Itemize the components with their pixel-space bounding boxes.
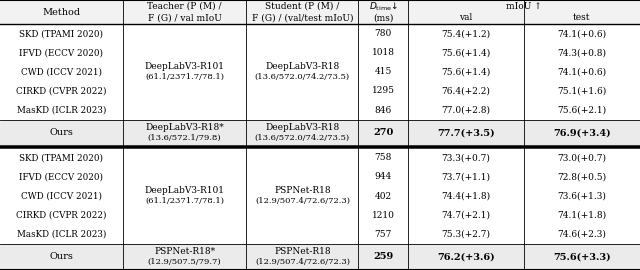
Text: 259: 259 bbox=[373, 252, 394, 261]
Text: Ours: Ours bbox=[49, 252, 74, 261]
Text: 757: 757 bbox=[374, 230, 392, 239]
Text: Ours: Ours bbox=[49, 128, 74, 137]
Text: (12.9/507.4/72.6/72.3): (12.9/507.4/72.6/72.3) bbox=[255, 197, 350, 205]
Text: IFVD (ECCV 2020): IFVD (ECCV 2020) bbox=[19, 173, 104, 181]
Text: (13.6/572.0/74.2/73.5): (13.6/572.0/74.2/73.5) bbox=[255, 134, 350, 142]
Text: (61.1/2371.7/78.1): (61.1/2371.7/78.1) bbox=[145, 197, 224, 205]
Text: IFVD (ECCV 2020): IFVD (ECCV 2020) bbox=[19, 48, 104, 57]
Text: (13.6/572.0/74.2/73.5): (13.6/572.0/74.2/73.5) bbox=[255, 73, 350, 81]
Text: (ms): (ms) bbox=[373, 13, 394, 22]
Text: 74.3(+0.8): 74.3(+0.8) bbox=[557, 48, 606, 57]
Text: 1210: 1210 bbox=[372, 211, 395, 220]
Text: F (G) / (val/test mIoU): F (G) / (val/test mIoU) bbox=[252, 13, 353, 22]
Text: 758: 758 bbox=[374, 153, 392, 162]
Text: Teacher (P (M) /: Teacher (P (M) / bbox=[147, 2, 222, 11]
Text: CWD (ICCV 2021): CWD (ICCV 2021) bbox=[21, 67, 102, 76]
Text: 76.2(+3.6): 76.2(+3.6) bbox=[437, 252, 495, 261]
Text: 74.1(+0.6): 74.1(+0.6) bbox=[557, 67, 606, 76]
Text: 75.4(+1.2): 75.4(+1.2) bbox=[442, 29, 490, 38]
Text: 75.6(+3.3): 75.6(+3.3) bbox=[553, 252, 611, 261]
Text: 75.6(+1.4): 75.6(+1.4) bbox=[442, 67, 490, 76]
Text: 1018: 1018 bbox=[372, 48, 395, 57]
Text: $D_{\mathrm{time}}$↓: $D_{\mathrm{time}}$↓ bbox=[369, 0, 398, 13]
Text: CIRKD (CVPR 2022): CIRKD (CVPR 2022) bbox=[16, 86, 107, 95]
Text: 76.9(+3.4): 76.9(+3.4) bbox=[553, 128, 611, 137]
Bar bbox=[0, 148, 640, 244]
Text: F (G) / val mIoU: F (G) / val mIoU bbox=[148, 13, 221, 22]
Text: PSPNet-R18: PSPNet-R18 bbox=[274, 247, 331, 256]
Text: 74.1(+0.6): 74.1(+0.6) bbox=[557, 29, 606, 38]
Text: DeepLabV3-R101: DeepLabV3-R101 bbox=[145, 62, 225, 71]
Text: 75.6(+1.4): 75.6(+1.4) bbox=[442, 48, 490, 57]
Text: DeepLabV3-R101: DeepLabV3-R101 bbox=[145, 186, 225, 195]
Text: CWD (ICCV 2021): CWD (ICCV 2021) bbox=[21, 192, 102, 201]
Text: 402: 402 bbox=[375, 192, 392, 201]
Bar bbox=[0, 244, 640, 270]
Text: 73.7(+1.1): 73.7(+1.1) bbox=[442, 173, 490, 181]
Text: val: val bbox=[460, 13, 472, 22]
Text: (61.1/2371.7/78.1): (61.1/2371.7/78.1) bbox=[145, 73, 224, 81]
Text: MasKD (ICLR 2023): MasKD (ICLR 2023) bbox=[17, 230, 106, 239]
Text: 270: 270 bbox=[373, 128, 394, 137]
Text: 74.4(+1.8): 74.4(+1.8) bbox=[442, 192, 490, 201]
Text: PSPNet-R18*: PSPNet-R18* bbox=[154, 247, 215, 256]
Bar bbox=[0, 120, 640, 146]
Text: DeepLabV3-R18: DeepLabV3-R18 bbox=[265, 123, 340, 132]
Text: 846: 846 bbox=[375, 106, 392, 114]
Text: SKD (TPAMI 2020): SKD (TPAMI 2020) bbox=[19, 153, 104, 162]
Text: 73.3(+0.7): 73.3(+0.7) bbox=[442, 153, 490, 162]
Text: DeepLabV3-R18*: DeepLabV3-R18* bbox=[145, 123, 224, 132]
Text: 77.7(+3.5): 77.7(+3.5) bbox=[437, 128, 495, 137]
Text: 76.4(+2.2): 76.4(+2.2) bbox=[442, 86, 490, 95]
Text: 780: 780 bbox=[375, 29, 392, 38]
Text: 75.6(+2.1): 75.6(+2.1) bbox=[557, 106, 606, 114]
Text: 1295: 1295 bbox=[372, 86, 395, 95]
Text: (12.9/507.4/72.6/72.3): (12.9/507.4/72.6/72.3) bbox=[255, 258, 350, 266]
Text: mIoU ↑: mIoU ↑ bbox=[506, 2, 542, 11]
Text: CIRKD (CVPR 2022): CIRKD (CVPR 2022) bbox=[16, 211, 107, 220]
Text: 74.6(+2.3): 74.6(+2.3) bbox=[557, 230, 606, 239]
Text: 944: 944 bbox=[375, 173, 392, 181]
Text: (13.6/572.1/79.8): (13.6/572.1/79.8) bbox=[148, 134, 221, 142]
Text: Method: Method bbox=[42, 8, 81, 16]
Text: SKD (TPAMI 2020): SKD (TPAMI 2020) bbox=[19, 29, 104, 38]
Bar bbox=[0, 0, 640, 24]
Text: 415: 415 bbox=[374, 67, 392, 76]
Text: Student (P (M) /: Student (P (M) / bbox=[265, 2, 340, 11]
Text: 72.8(+0.5): 72.8(+0.5) bbox=[557, 173, 606, 181]
Text: DeepLabV3-R18: DeepLabV3-R18 bbox=[265, 62, 340, 71]
Text: 73.6(+1.3): 73.6(+1.3) bbox=[557, 192, 606, 201]
Text: test: test bbox=[573, 13, 591, 22]
Text: 73.0(+0.7): 73.0(+0.7) bbox=[557, 153, 606, 162]
Bar bbox=[0, 24, 640, 120]
Text: (12.9/507.5/79.7): (12.9/507.5/79.7) bbox=[148, 258, 221, 266]
Text: PSPNet-R18: PSPNet-R18 bbox=[274, 186, 331, 195]
Text: 75.3(+2.7): 75.3(+2.7) bbox=[442, 230, 490, 239]
Text: 75.1(+1.6): 75.1(+1.6) bbox=[557, 86, 606, 95]
Text: 74.7(+2.1): 74.7(+2.1) bbox=[442, 211, 490, 220]
Text: 77.0(+2.8): 77.0(+2.8) bbox=[442, 106, 490, 114]
Text: 74.1(+1.8): 74.1(+1.8) bbox=[557, 211, 606, 220]
Text: MasKD (ICLR 2023): MasKD (ICLR 2023) bbox=[17, 106, 106, 114]
